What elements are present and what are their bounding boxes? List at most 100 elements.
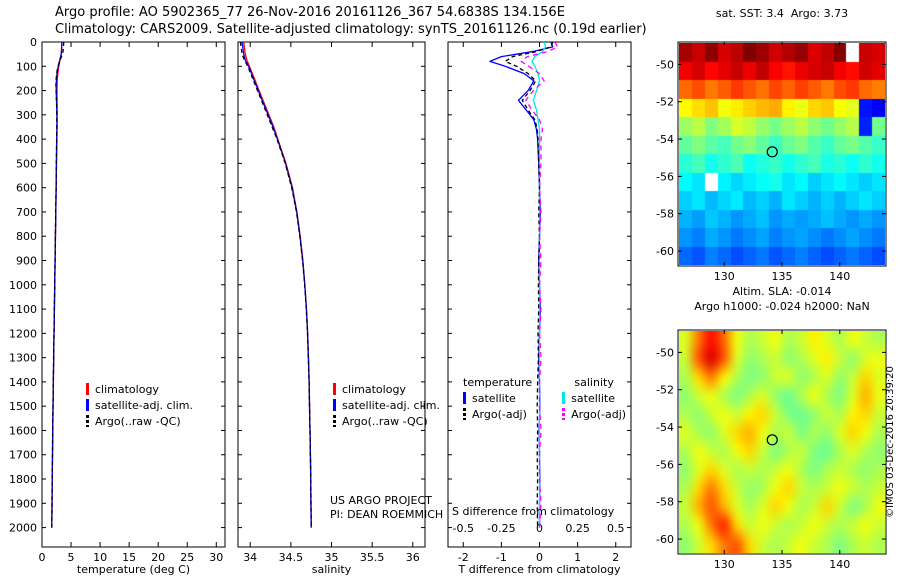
figure-title-line1: Argo profile: AO 5902365_77 26-Nov-2016 … <box>55 5 565 20</box>
svg-text:0.5: 0.5 <box>607 522 625 535</box>
legend-label: Argo(..raw -QC) <box>95 414 181 428</box>
legend-group-salinity: salinity satellite Argo(-adj) <box>562 376 626 422</box>
salinity-profile-panel: 34 34.5 35 35.5 36 <box>237 41 426 564</box>
svg-text:-56: -56 <box>656 458 674 471</box>
legend-group-temperature: temperature satellite Argo(-adj) <box>463 376 532 422</box>
svg-text:1600: 1600 <box>9 424 37 437</box>
legend-line-swatch <box>562 392 566 404</box>
us-argo-project-text: US ARGO PROJECT <box>330 494 432 507</box>
legend-entry: satellite <box>463 390 532 406</box>
sst-map-title: sat. SST: 3.4 Argo: 3.73 <box>715 7 849 20</box>
temperature-profile-line <box>51 42 63 528</box>
svg-text:135: 135 <box>772 558 793 571</box>
svg-text:2000: 2000 <box>9 522 37 535</box>
sst-heatmap <box>679 43 885 265</box>
pi-name-text: PI: DEAN ROEMMICH <box>330 508 444 521</box>
svg-text:140: 140 <box>829 270 850 283</box>
svg-text:500: 500 <box>16 157 37 170</box>
svg-text:300: 300 <box>16 109 37 122</box>
svg-text:140: 140 <box>829 558 850 571</box>
legend-label: Argo(-adj) <box>571 407 627 421</box>
legend-line-swatch <box>333 383 336 395</box>
salinity-profile-line <box>239 42 312 528</box>
svg-text:1800: 1800 <box>9 473 37 486</box>
legend-entry: climatology <box>86 381 193 397</box>
legend-label: satellite-adj. clim. <box>95 398 193 412</box>
svg-text:1400: 1400 <box>9 376 37 389</box>
difference-profile-panel: -2 -1 0 1 2-0.5 -0.25 0 0.25 0.5 <box>447 41 632 564</box>
difference-profile-line <box>520 42 559 528</box>
svg-text:900: 900 <box>16 255 37 268</box>
svg-text:-58: -58 <box>656 208 674 221</box>
legend-label: satellite <box>571 391 615 405</box>
svg-text:800: 800 <box>16 230 37 243</box>
legend-entry: Argo(..raw -QC) <box>86 413 193 429</box>
legend-entry: Argo(-adj) <box>463 406 532 422</box>
difference-profile-line <box>489 42 554 528</box>
imos-credit: ©IMOS 03-Dec-2016 20:39:20 <box>885 366 896 518</box>
difference-profile-line <box>504 42 554 528</box>
sla-map-title-line2: Argo h1000: -0.024 h2000: NaN <box>694 300 870 313</box>
legend-line-swatch <box>86 399 89 411</box>
svg-text:-60: -60 <box>656 245 674 258</box>
svg-text:1200: 1200 <box>9 327 37 340</box>
legend-label: climatology <box>95 382 159 396</box>
legend-entry: climatology <box>333 381 440 397</box>
svg-text:-0.5: -0.5 <box>453 522 474 535</box>
svg-text:-56: -56 <box>656 170 674 183</box>
svg-text:1000: 1000 <box>9 279 37 292</box>
svg-text:-52: -52 <box>656 96 674 109</box>
svg-text:-54: -54 <box>656 421 674 434</box>
salinity-profile-series <box>239 42 312 528</box>
salinity-legend: climatology satellite-adj. clim. Argo(..ra… <box>333 381 440 429</box>
sla-map-title-line1: Altim. SLA: -0.014 <box>732 285 832 298</box>
temperature-legend: climatology satellite-adj. clim. Argo(..ra… <box>86 381 193 429</box>
svg-text:0.25: 0.25 <box>565 522 590 535</box>
figure-title-line2: Climatology: CARS2009. Satellite-adjuste… <box>55 22 647 37</box>
svg-text:-0.25: -0.25 <box>487 522 515 535</box>
svg-text:1700: 1700 <box>9 449 37 462</box>
legend-entry: Argo(-adj) <box>562 406 626 422</box>
svg-text:400: 400 <box>16 133 37 146</box>
difference-profile-line <box>531 42 547 528</box>
svg-text:1100: 1100 <box>9 303 37 316</box>
legend-label: Argo(..raw -QC) <box>342 414 428 428</box>
legend-label: satellite-adj. clim. <box>342 398 440 412</box>
salinity-axis-label: salinity <box>311 563 352 576</box>
legend-line-swatch <box>463 408 466 420</box>
svg-text:-50: -50 <box>656 346 674 359</box>
sla-heatmap <box>679 331 885 553</box>
temperature-profile-line <box>51 42 65 528</box>
legend-group-title: temperature <box>463 376 533 389</box>
svg-text:130: 130 <box>714 270 735 283</box>
legend-line-swatch <box>333 415 336 427</box>
svg-text:-50: -50 <box>656 58 674 71</box>
salinity-profile-line <box>241 42 312 528</box>
legend-line-swatch <box>333 399 336 411</box>
temperature-axis-label: temperature (deg C) <box>76 563 191 576</box>
legend-group-title: salinity <box>574 376 614 389</box>
t-difference-axis-label: T difference from climatology <box>458 563 621 576</box>
temperature-profile-line <box>51 42 63 528</box>
svg-text:-58: -58 <box>656 496 674 509</box>
svg-text:100: 100 <box>16 60 37 73</box>
svg-text:1500: 1500 <box>9 400 37 413</box>
svg-text:-54: -54 <box>656 133 674 146</box>
svg-text:600: 600 <box>16 182 37 195</box>
legend-entry: Argo(..raw -QC) <box>333 413 440 429</box>
svg-text:135: 135 <box>772 270 793 283</box>
legend-entry: satellite-adj. clim. <box>86 397 193 413</box>
legend-label: Argo(-adj) <box>472 407 527 421</box>
svg-text:200: 200 <box>16 85 37 98</box>
legend-entry: satellite-adj. clim. <box>333 397 440 413</box>
salinity-profile-line <box>243 42 312 528</box>
svg-text:0: 0 <box>30 36 37 49</box>
legend-line-swatch <box>562 408 566 420</box>
svg-text:0: 0 <box>536 522 543 535</box>
temperature-profile-panel: 0 5 10 15 20 25 300100200300400500600700800900… <box>9 36 226 564</box>
difference-legend: temperature satellite Argo(-adj) salinity sa… <box>463 376 626 422</box>
difference-profile-series <box>489 42 559 528</box>
svg-text:-52: -52 <box>656 384 674 397</box>
legend-line-swatch <box>86 383 89 395</box>
